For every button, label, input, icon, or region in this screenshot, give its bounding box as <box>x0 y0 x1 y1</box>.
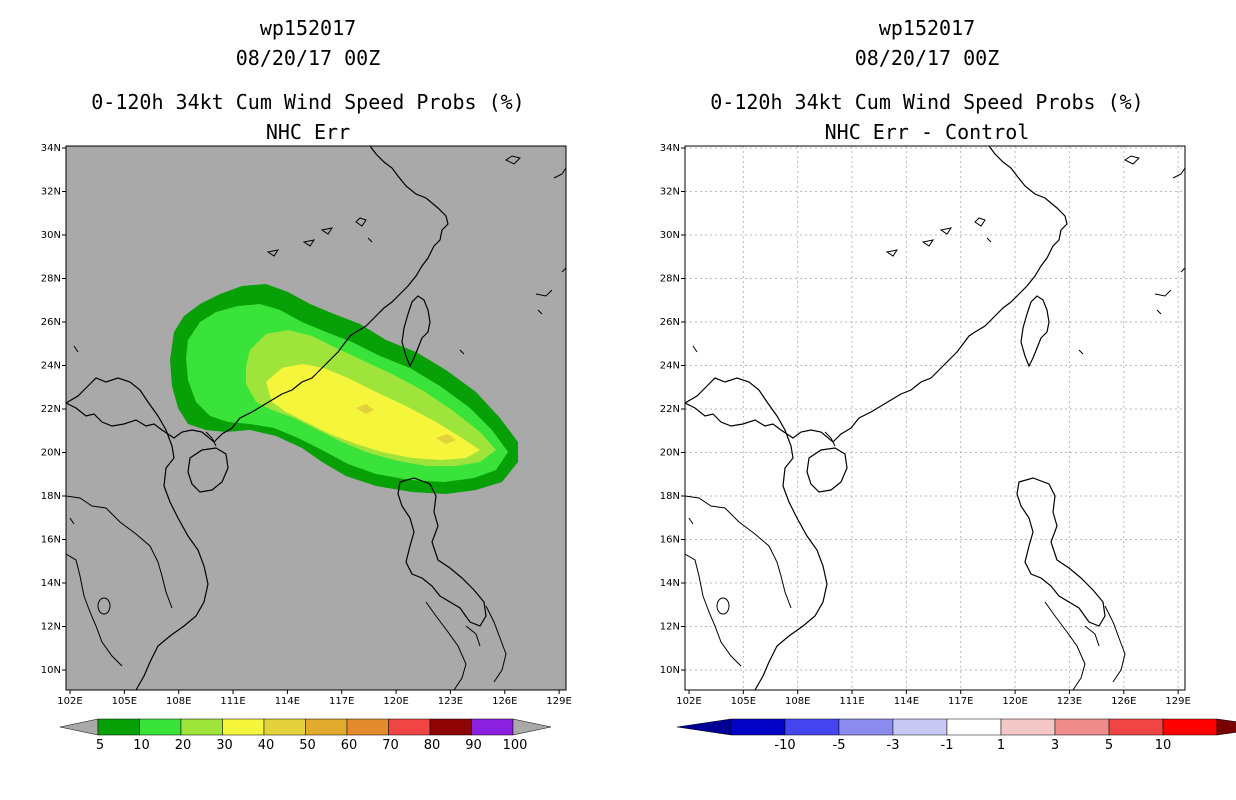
left-title-storm-id: wp152017 <box>259 16 357 40</box>
lat-label: 14N <box>660 578 680 589</box>
lat-label: 16N <box>41 535 61 546</box>
lat-label: 30N <box>660 230 680 241</box>
lat-label: 26N <box>41 317 61 328</box>
lat-label: 22N <box>660 404 680 415</box>
lon-label: 120E <box>1002 696 1027 707</box>
left-map-frame <box>65 145 567 691</box>
lat-label: 20N <box>660 448 680 459</box>
lat-label: 28N <box>41 274 61 285</box>
lat-label: 30N <box>41 230 61 241</box>
lon-label: 123E <box>438 696 463 707</box>
lat-label: 32N <box>41 187 61 198</box>
right-map-background <box>685 146 1185 690</box>
prob-contour-30 <box>266 364 480 460</box>
lat-label: 26N <box>660 317 680 328</box>
lat-label: 24N <box>41 361 61 372</box>
lat-label: 28N <box>660 274 680 285</box>
lat-label: 16N <box>660 535 680 546</box>
left-title-datetime: 08/20/17 00Z <box>235 46 381 70</box>
lat-label: 34N <box>41 143 61 154</box>
right-map-gridlines <box>685 146 1185 690</box>
left-axis-ticks: 102E 105E 108E 111E 114E 117E 120E 123E 126E 129E… <box>41 143 572 707</box>
lon-label: 114E <box>894 696 919 707</box>
lon-label: 114E <box>275 696 300 707</box>
lat-label: 24N <box>660 361 680 372</box>
lat-label: 12N <box>660 622 680 633</box>
left-title-subtitle: NHC Err <box>265 120 351 144</box>
lon-label: 102E <box>676 696 701 707</box>
lat-label: 12N <box>41 622 61 633</box>
lon-label: 111E <box>839 696 864 707</box>
lat-label: 34N <box>660 143 680 154</box>
lon-label: 105E <box>112 696 137 707</box>
lon-label: 126E <box>1111 696 1136 707</box>
lat-label: 10N <box>41 665 61 676</box>
lat-label: 18N <box>41 491 61 502</box>
lon-label: 111E <box>220 696 245 707</box>
lon-label: 102E <box>57 696 82 707</box>
lon-label: 105E <box>731 696 756 707</box>
lat-label: 20N <box>41 448 61 459</box>
left-title-product: 0-120h 34kt Cum Wind Speed Probs (%) <box>91 90 525 114</box>
lon-label: 108E <box>785 696 810 707</box>
lat-label: 22N <box>41 404 61 415</box>
right-map-frame <box>684 145 1186 691</box>
right-title-subtitle: NHC Err - Control <box>824 120 1030 144</box>
lon-label: 117E <box>948 696 973 707</box>
lon-label: 123E <box>1057 696 1082 707</box>
lat-label: 32N <box>660 187 680 198</box>
lon-label: 120E <box>383 696 408 707</box>
right-axis-ticks: 102E 105E 108E 111E 114E 117E 120E 123E 126E 129E… <box>660 143 1191 707</box>
lon-label: 108E <box>166 696 191 707</box>
lon-label: 117E <box>329 696 354 707</box>
lon-label: 129E <box>546 696 571 707</box>
lon-label: 129E <box>1165 696 1190 707</box>
right-title-product: 0-120h 34kt Cum Wind Speed Probs (%) <box>710 90 1144 114</box>
lat-label: 18N <box>660 491 680 502</box>
right-title-datetime: 08/20/17 00Z <box>854 46 1000 70</box>
lat-label: 14N <box>41 578 61 589</box>
lat-label: 10N <box>660 665 680 676</box>
prob-contour-40 <box>356 404 456 444</box>
lon-label: 126E <box>492 696 517 707</box>
right-title-storm-id: wp152017 <box>878 16 976 40</box>
